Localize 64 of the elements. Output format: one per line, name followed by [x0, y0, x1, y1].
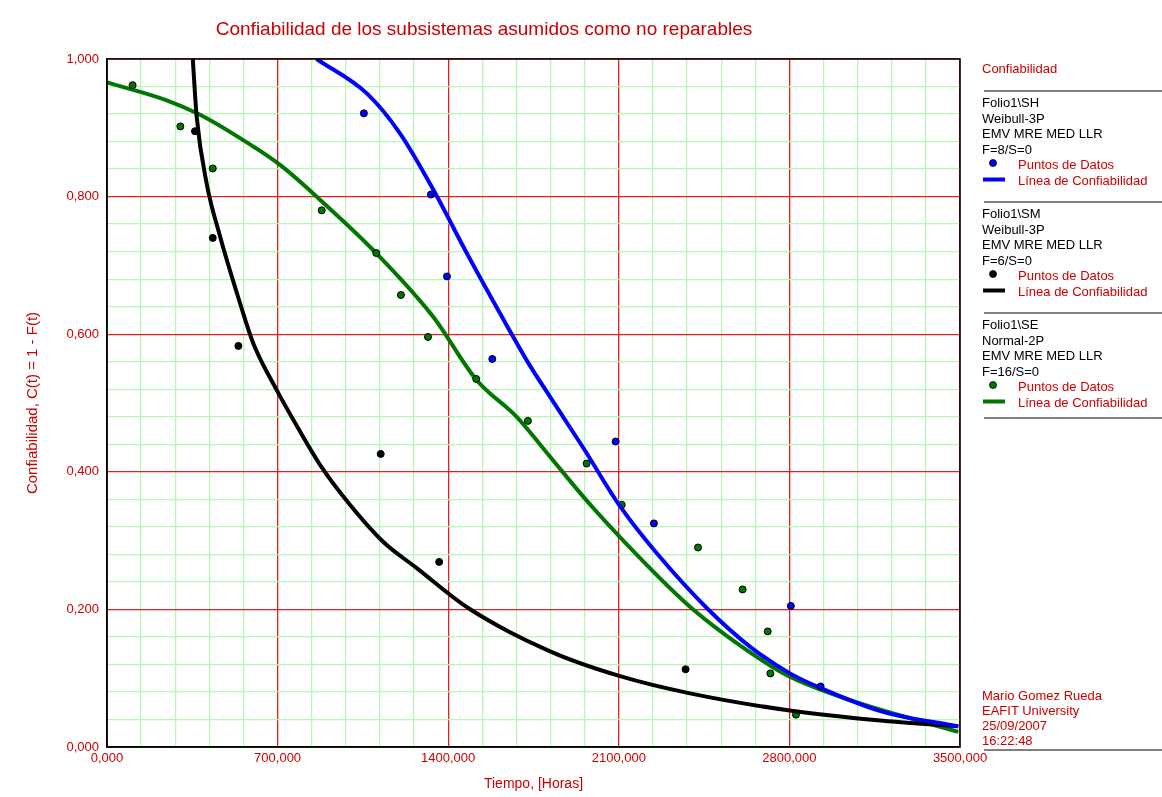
point — [359, 109, 368, 118]
point — [435, 557, 444, 566]
y-axis-title: Confiabilidad, C(t) = 1 - F(t) — [23, 311, 41, 495]
y-tick-label: 0,400 — [66, 463, 99, 479]
point — [442, 272, 451, 281]
text: Weibull-3P — [982, 110, 1045, 126]
legend-label: Puntos de Datos — [1018, 157, 1115, 172]
point — [488, 354, 497, 363]
y-tick-label: 0,600 — [66, 325, 99, 341]
text: F=8/S=0 — [982, 141, 1032, 157]
point — [649, 519, 658, 528]
x-tick-label: 2100,000 — [591, 750, 646, 766]
point — [523, 416, 532, 425]
legend-label: Puntos de Datos — [1018, 268, 1115, 283]
legend-label: Puntos de Datos — [1018, 379, 1115, 394]
text: EMV MRE MED LLR — [982, 126, 1103, 141]
text: Folio1\SH — [982, 95, 1040, 110]
text: EMV MRE MED LLR — [982, 348, 1103, 363]
chart-title: Confiabilidad de los subsistemas asumidos como no reparables — [215, 18, 753, 39]
point — [372, 249, 381, 258]
point — [423, 332, 432, 341]
point — [738, 585, 747, 594]
point — [582, 459, 591, 468]
text: EMV MRE MED LLR — [982, 237, 1103, 252]
point — [176, 122, 185, 131]
y-tick-label: 1,000 — [66, 50, 99, 66]
text: F=6/S=0 — [982, 252, 1032, 268]
x-tick-label: 2800,000 — [762, 750, 817, 766]
text: F=16/S=0 — [982, 363, 1040, 379]
point — [208, 233, 217, 242]
text: Folio1\SE — [982, 317, 1039, 332]
point — [816, 682, 825, 691]
point — [681, 665, 690, 674]
x-tick-label: 3500,000 — [932, 750, 988, 766]
legend-label: Línea de Confiabilidad — [1018, 283, 1148, 299]
y-tick-label: 0,200 — [66, 600, 99, 616]
x-tick-label: 700,000 — [254, 750, 302, 766]
point — [766, 669, 775, 678]
text: Weibull-3P — [982, 221, 1045, 237]
point — [694, 543, 703, 552]
text: 16:22:48 — [982, 733, 1033, 748]
point — [208, 164, 217, 173]
x-tick-label: 1400,000 — [421, 750, 476, 766]
point — [472, 374, 481, 383]
point — [611, 437, 620, 446]
point — [128, 81, 137, 90]
text: Folio1\SM — [982, 206, 1041, 221]
line-series — [314, 59, 960, 729]
text: Mario Gomez Rueda — [982, 688, 1103, 703]
point — [426, 190, 435, 199]
point — [317, 206, 326, 215]
legend-label: Línea de Confiabilidad — [1018, 172, 1148, 188]
point — [396, 290, 405, 299]
x-axis-title: Tiempo, [Horas] — [483, 775, 584, 792]
text: 25/09/2007 — [982, 718, 1048, 733]
point — [376, 449, 385, 458]
text: EAFIT University — [982, 703, 1080, 718]
legend-label: Línea de Confiabilidad — [1018, 394, 1148, 410]
point — [786, 601, 795, 610]
text: Normal-2P — [982, 332, 1045, 348]
legend-title: Confiabilidad — [982, 61, 1058, 76]
y-tick-label: 0,800 — [66, 188, 99, 204]
point — [234, 341, 243, 350]
point — [763, 627, 772, 636]
